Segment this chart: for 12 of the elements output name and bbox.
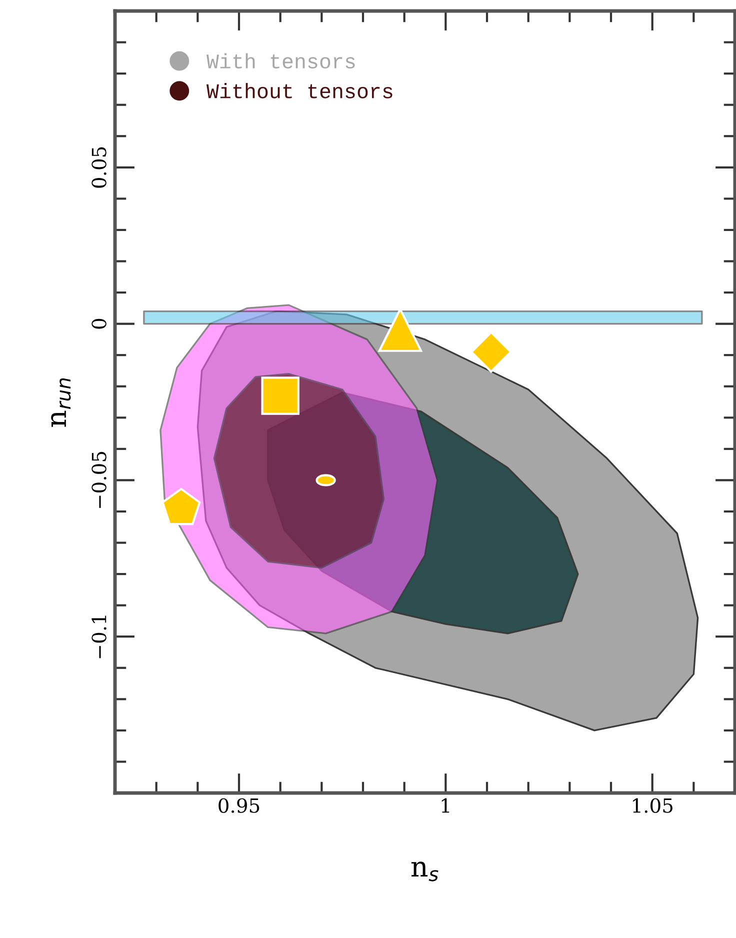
- x-tick-label: 1: [442, 798, 450, 813]
- y-tick-label: −0.05: [92, 452, 106, 508]
- point: [261, 376, 300, 415]
- legend-label: With tensors: [206, 53, 355, 69]
- y-tick-label: −0.1: [92, 616, 106, 658]
- x-axis-title: n$_{s}$: [411, 862, 438, 882]
- legend-label: Without tensors: [206, 83, 392, 98]
- y-tick-label: 0.05: [92, 147, 106, 188]
- x-tick-label: 1.05: [633, 798, 672, 813]
- x-tick-label: 0.95: [218, 798, 260, 813]
- y-axis-title: n$_{run}$: [51, 378, 71, 427]
- y-tick-label: 0: [92, 318, 106, 329]
